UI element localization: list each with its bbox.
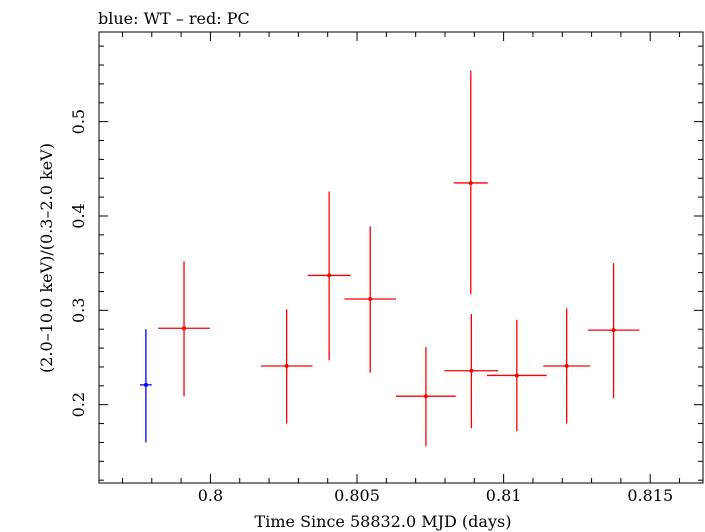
x-tick-label: 0.815	[627, 486, 673, 505]
data-point-pc	[307, 191, 351, 361]
data-marker	[469, 368, 474, 373]
data-point-pc	[453, 70, 488, 295]
data-marker	[182, 326, 187, 331]
data-marker	[611, 328, 616, 333]
x-tick-label: 0.81	[486, 486, 522, 505]
data-point-pc	[158, 261, 210, 397]
x-tick-label: 0.805	[334, 486, 380, 505]
data-point-pc	[444, 314, 499, 429]
y-axis: 0.2 0.3 0.4 0.5	[69, 45, 703, 481]
data-point-pc	[260, 309, 313, 424]
data-marker	[143, 382, 148, 387]
data-point-wt	[140, 329, 152, 443]
data-point-pc	[396, 347, 456, 447]
data-point-pc	[587, 263, 640, 399]
chart-title: blue: WT – red: PC	[98, 9, 250, 28]
data-point-pc	[486, 319, 547, 432]
data-marker	[514, 373, 519, 378]
data-marker	[423, 394, 428, 399]
data-marker	[368, 297, 373, 302]
data-marker	[564, 364, 569, 369]
x-tick-label: 0.8	[198, 486, 223, 505]
x-axis: 0.8 0.805 0.81 0.815	[121, 32, 681, 505]
y-tick-label: 0.5	[69, 109, 88, 134]
data-point-pc	[344, 226, 397, 373]
y-tick-label: 0.3	[69, 298, 88, 323]
data-point-pc	[543, 308, 591, 424]
y-tick-label: 0.2	[69, 392, 88, 417]
data-marker	[468, 180, 473, 185]
y-axis-label: (2.0–10.0 keV)/(0.3–2.0 keV)	[37, 143, 56, 373]
data-marker	[284, 364, 289, 369]
data-points	[140, 70, 640, 447]
data-marker	[327, 273, 332, 278]
x-axis-label: Time Since 58832.0 MJD (days)	[255, 512, 512, 531]
plot-frame	[98, 31, 704, 484]
y-tick-label: 0.4	[69, 203, 88, 228]
